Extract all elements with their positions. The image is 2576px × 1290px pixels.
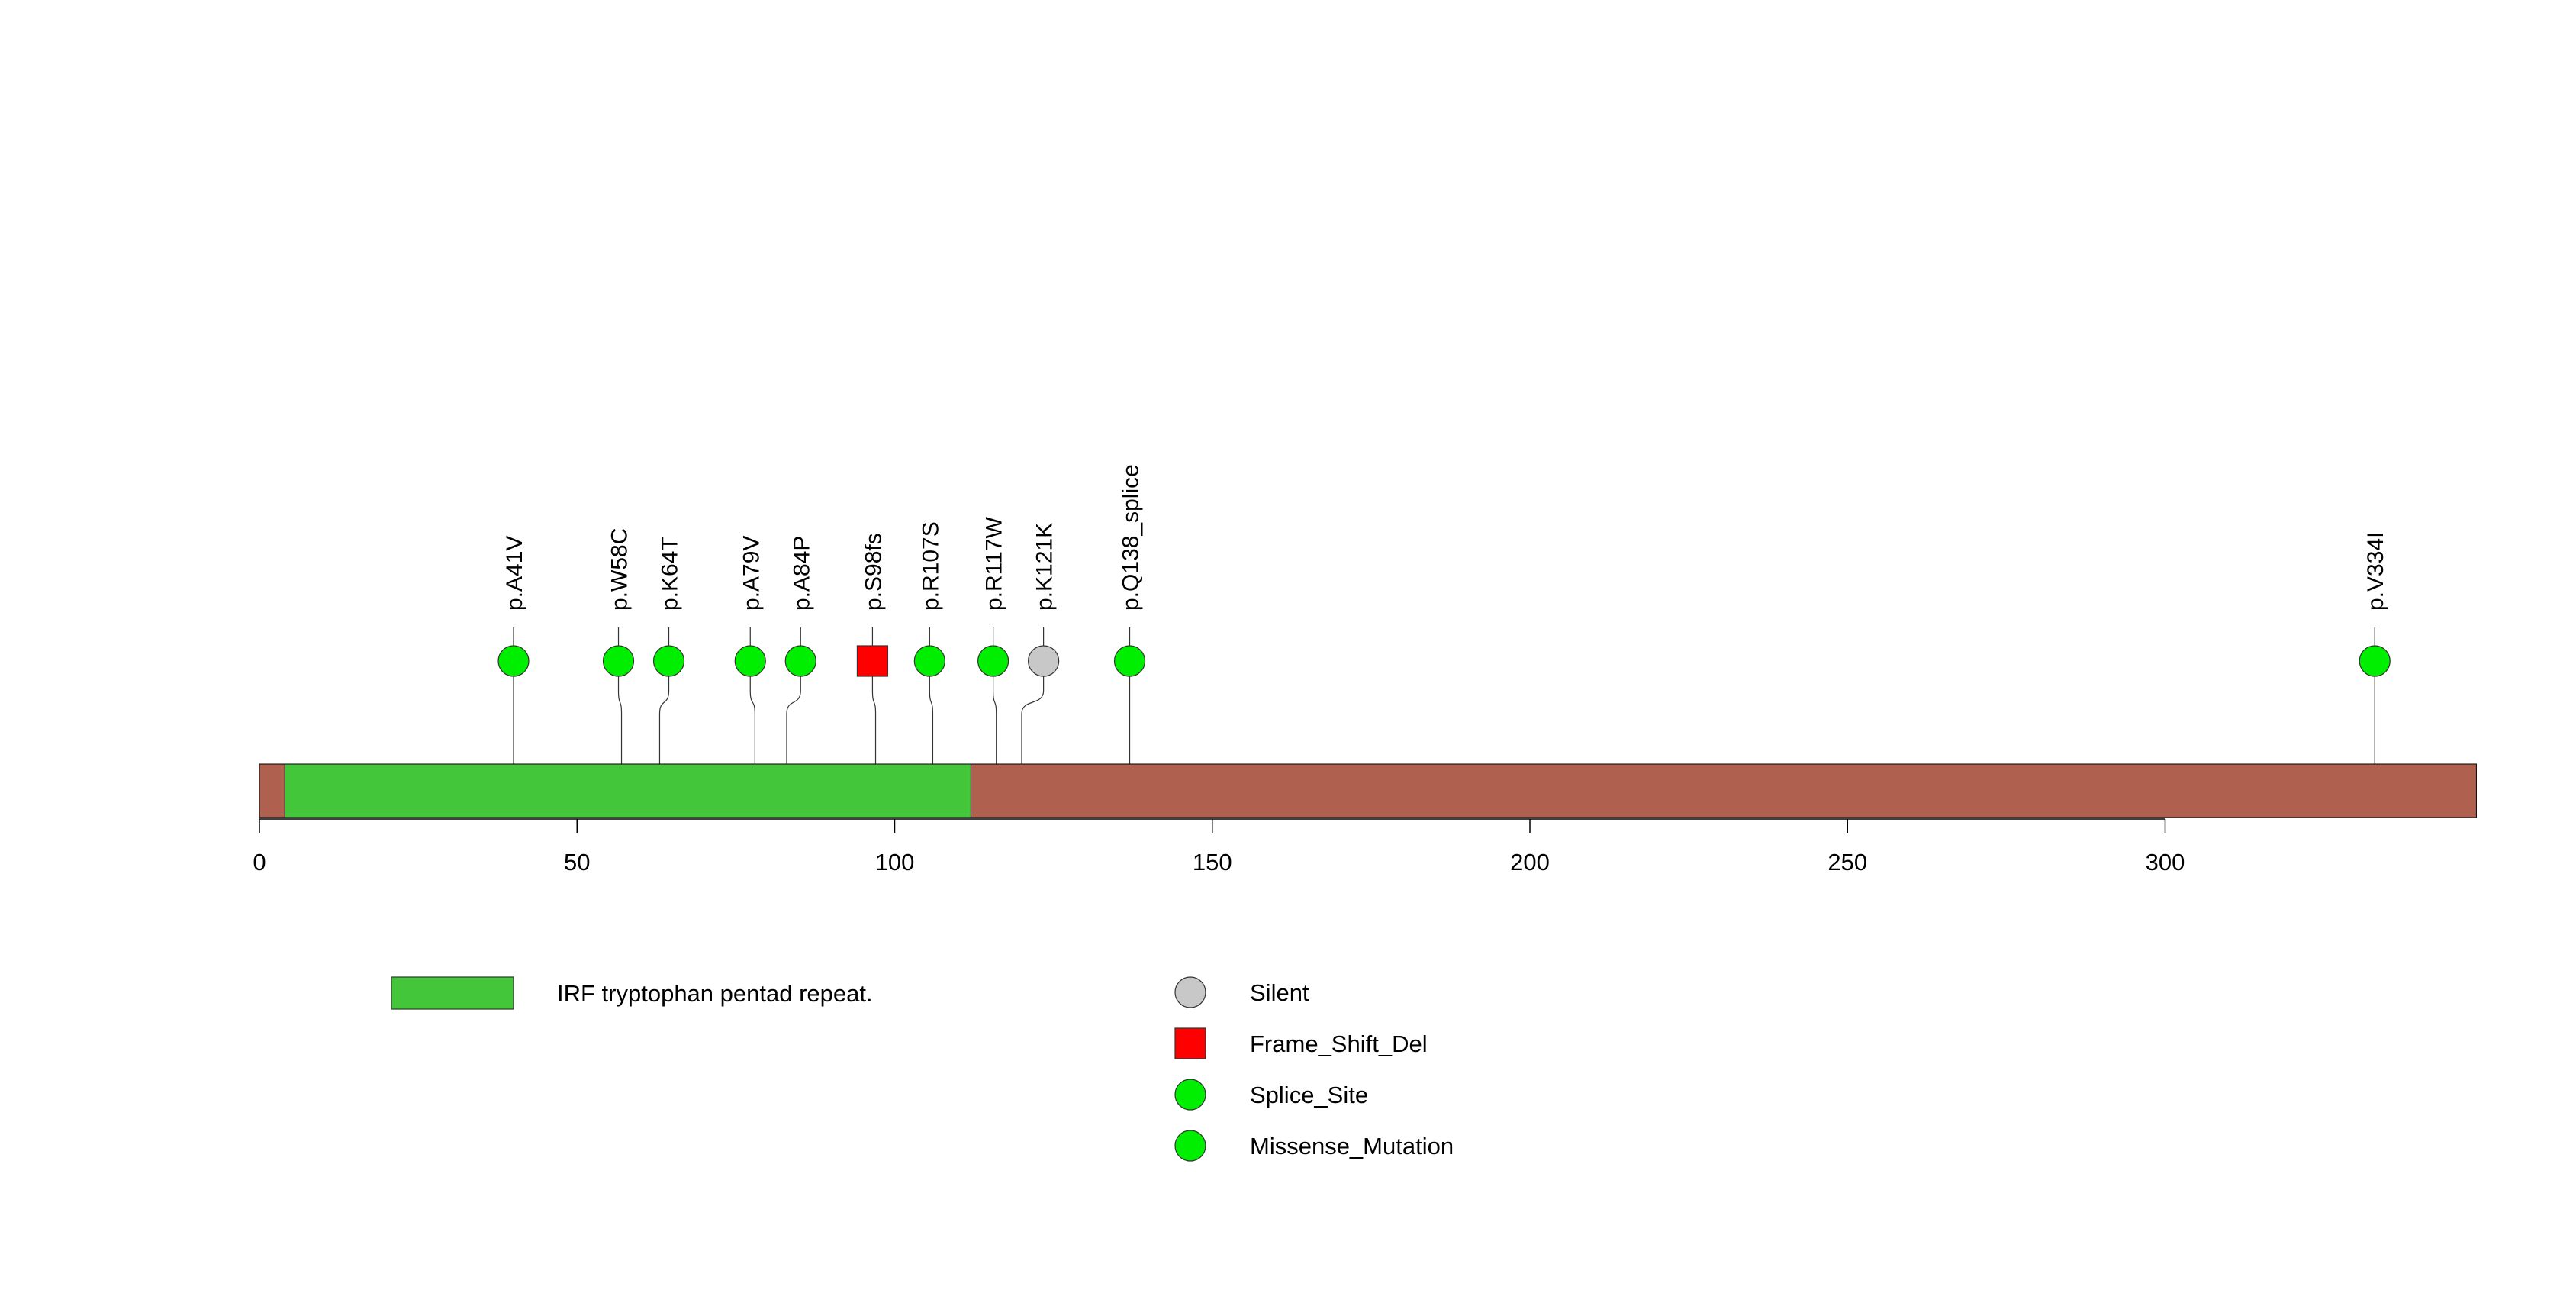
legend-label-0: Silent xyxy=(1250,979,1309,1006)
connector-5 xyxy=(871,661,877,818)
mutation-label-1: p.W58C xyxy=(607,528,633,611)
mutation-labels: p.A41V p.W58C p.K64T p.A79V p.A84P p.S98fs p.R… xyxy=(502,464,2388,611)
legend-label-1: Frame_Shift_Del xyxy=(1250,1030,1428,1057)
x-tick-label-0: 0 xyxy=(253,849,266,876)
connector-2 xyxy=(658,661,670,818)
mutation-marker-5 xyxy=(856,645,889,677)
connector-4 xyxy=(786,661,801,818)
legend-marker-2 xyxy=(1174,1079,1206,1111)
x-tick-label-1: 50 xyxy=(564,849,590,876)
connector-1 xyxy=(617,661,623,818)
mutation-label-9: p.Q138_splice xyxy=(1119,464,1144,611)
legend-marker-0 xyxy=(1174,976,1206,1008)
connector-7 xyxy=(993,661,997,818)
mutation-marker-4 xyxy=(784,645,816,677)
mutation-label-6: p.R107S xyxy=(918,521,943,611)
legend: IRF tryptophan pentad repeat. Silent Fram… xyxy=(391,976,1454,1162)
mutation-label-2: p.K64T xyxy=(658,537,683,611)
mutation-marker-9 xyxy=(1113,645,1146,677)
domain-legend-swatch-0 xyxy=(391,976,514,1010)
mutation-marker-7 xyxy=(977,645,1009,677)
mutation-type-legend: Silent Frame_Shift_Del Splice_Site Missense… xyxy=(1174,976,1454,1162)
mutation-markers xyxy=(497,645,2391,677)
legend-marker-3 xyxy=(1174,1130,1206,1162)
protein-backbone-group xyxy=(259,763,2477,818)
legend-label-3: Missense_Mutation xyxy=(1250,1133,1454,1159)
mutation-marker-8 xyxy=(1028,645,1060,677)
legend-label-2: Splice_Site xyxy=(1250,1082,1368,1108)
mutation-label-3: p.A79V xyxy=(739,536,764,611)
mutation-marker-3 xyxy=(734,645,766,677)
connector-8 xyxy=(1021,661,1045,818)
x-tick-label-4: 200 xyxy=(1510,849,1550,876)
mutation-label-5: p.S98fs xyxy=(861,533,886,611)
mutation-label-7: p.R117W xyxy=(982,516,1007,611)
domain-0 xyxy=(284,763,971,818)
connector-6 xyxy=(929,661,934,818)
domain-legend: IRF tryptophan pentad repeat. xyxy=(391,976,873,1010)
mutation-label-0: p.A41V xyxy=(502,536,527,611)
mutation-label-4: p.A84P xyxy=(789,536,814,611)
domain-legend-label-0: IRF tryptophan pentad repeat. xyxy=(557,980,873,1007)
mutation-marker-6 xyxy=(913,645,945,677)
mutation-marker-0 xyxy=(497,645,530,677)
x-tick-label-3: 150 xyxy=(1193,849,1232,876)
x-axis: 0 50 100 150 200 250 300 xyxy=(253,818,2185,876)
legend-marker-1 xyxy=(1174,1027,1206,1059)
connector-3 xyxy=(749,661,755,818)
connector-lines xyxy=(513,627,2375,818)
x-tick-label-6: 300 xyxy=(2146,849,2185,876)
mutation-marker-2 xyxy=(652,645,685,677)
mutation-marker-10 xyxy=(2359,645,2391,677)
x-tick-label-2: 100 xyxy=(875,849,915,876)
mutation-label-8: p.K121K xyxy=(1032,523,1058,611)
mutation-label-10: p.V334I xyxy=(2363,532,2388,611)
x-tick-label-5: 250 xyxy=(1827,849,1867,876)
mutation-marker-1 xyxy=(602,645,635,677)
